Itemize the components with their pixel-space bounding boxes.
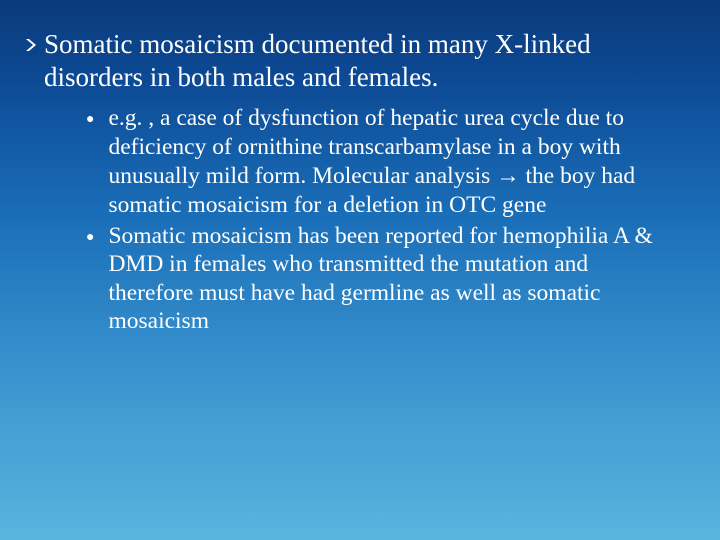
sub-bullet-text: Somatic mosaicism has been reported for … <box>108 222 668 337</box>
sub-bullet-item: ● e.g. , a case of dysfunction of hepati… <box>86 104 696 220</box>
chevron-icon <box>24 38 38 52</box>
disc-icon: ● <box>86 231 94 245</box>
sub-bullet-list: ● e.g. , a case of dysfunction of hepati… <box>86 104 696 336</box>
disc-icon: ● <box>86 113 94 127</box>
sub-bullet-item: ● Somatic mosaicism has been reported fo… <box>86 222 696 337</box>
main-bullet-text: Somatic mosaicism documented in many X-l… <box>44 28 696 94</box>
main-bullet-item: Somatic mosaicism documented in many X-l… <box>24 28 696 94</box>
sub-bullet-text: e.g. , a case of dysfunction of hepatic … <box>108 104 668 220</box>
